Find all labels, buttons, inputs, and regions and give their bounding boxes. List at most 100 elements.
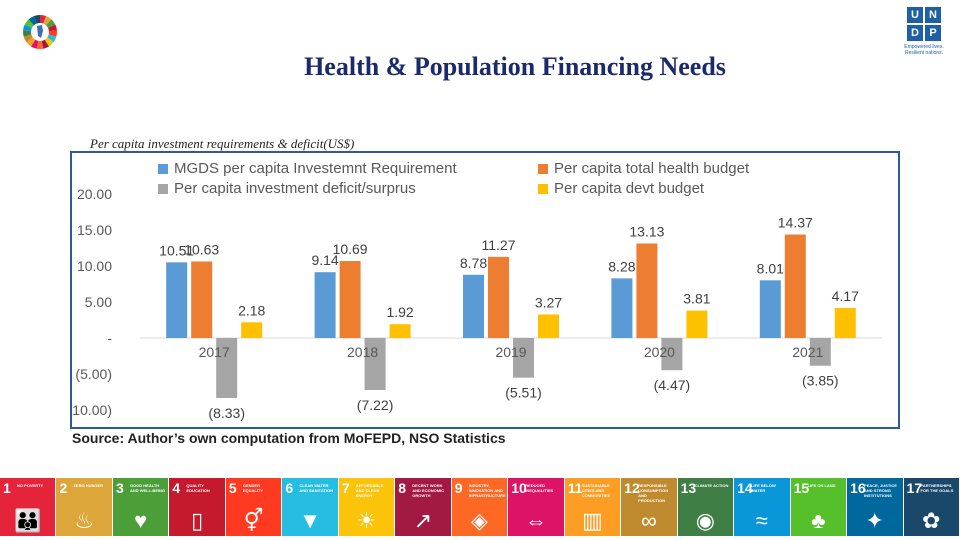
sdg-number: 5 — [228, 480, 237, 496]
undp-letter: N — [925, 7, 941, 23]
rings-icon: ✿ — [922, 508, 941, 533]
source-text: Author’s own computation from MoFEPD, NS… — [127, 430, 506, 446]
bar — [488, 256, 509, 338]
undp-letter: P — [925, 25, 941, 41]
sdg-tile: 10 REDUCED INEQUALITIES ⇔ — [508, 478, 564, 536]
y-tick-label: - — [107, 330, 112, 346]
data-label: 13.13 — [629, 223, 664, 239]
x-tick-label: 2020 — [644, 344, 675, 360]
sdg-tile: 17 PARTNERSHIPS FOR THE GOALS ✿ — [903, 478, 959, 536]
sdg-label: INDUSTRY, INNOVATION AND INFRASTRUCTURE — [468, 483, 506, 498]
data-label: 8.78 — [460, 255, 487, 271]
bar — [216, 338, 238, 398]
sdg-tile: 6 CLEAN WATER AND SANITATION ▼ — [282, 478, 338, 536]
source-label: Source: — [72, 430, 125, 446]
sdg-tile: 11 SUSTAINABLE CITIES AND COMMUNITIES ▥ — [564, 478, 621, 536]
sdg-number: 2 — [59, 480, 68, 496]
legend-swatch — [538, 164, 548, 174]
heartbeat-icon: ♥ — [134, 508, 148, 533]
y-tick-label: 10.00 — [77, 258, 112, 274]
sdg-number: 12 — [624, 480, 640, 496]
data-label: (4.47) — [654, 377, 691, 393]
sdg-label: LIFE BELOW WATER — [751, 483, 776, 493]
sdg-label: CLIMATE ACTION — [694, 483, 729, 488]
sdg-tile: 4 QUALITY EDUCATION ▯ — [169, 478, 225, 536]
sdg-tile: 3 GOOD HEALTH AND WELL-BEING ♥ — [112, 478, 169, 536]
bar — [538, 314, 559, 338]
undp-logo: U N D P Empowered lives. Resilient natio… — [904, 6, 944, 56]
bowl-icon: ♨ — [74, 508, 95, 533]
bar — [636, 243, 658, 338]
y-tick-label: (10.00) — [72, 402, 112, 418]
sdg-label: CLEAN WATER AND SANITATION — [299, 483, 333, 493]
sdg-number: 4 — [172, 480, 181, 496]
sdg-label: GOOD HEALTH AND WELL-BEING — [129, 483, 166, 493]
cubes-icon: ◈ — [471, 508, 488, 533]
bar — [686, 310, 708, 338]
sdg-number: 3 — [115, 480, 124, 496]
bar — [314, 272, 336, 338]
sdg-label: PEACE, JUSTICE AND STRONG INSTITUTIONS — [864, 483, 897, 498]
data-label: 8.28 — [608, 258, 635, 274]
sdg-number: 11 — [567, 480, 583, 496]
sdg-number: 13 — [680, 480, 697, 496]
y-tick-label: (5.00) — [75, 366, 112, 382]
sdg-number: 9 — [454, 480, 463, 496]
bar — [339, 261, 361, 338]
undp-letter: D — [907, 25, 923, 41]
bar — [191, 261, 213, 338]
data-label: 10.51 — [159, 242, 194, 258]
legend-swatch — [158, 164, 168, 174]
sdg-tile: 7 AFFORDABLE AND CLEAN ENERGY ☀ — [338, 478, 395, 536]
data-label: 3.81 — [683, 291, 710, 307]
sdg-number: 6 — [285, 480, 294, 496]
growth-icon: ↗ — [413, 508, 433, 533]
chart-frame: MGDS per capita Investemnt Requirement Pe… — [70, 151, 900, 429]
equality-icon: ⇔ — [524, 508, 547, 533]
sdg-label: DECENT WORK AND ECONOMIC GROWTH — [412, 483, 445, 498]
bar — [759, 280, 781, 338]
data-label: (7.22) — [357, 397, 394, 413]
x-tick-label: 2019 — [495, 344, 526, 360]
bar — [661, 338, 683, 371]
bar-chart: MGDS per capita Investemnt Requirement Pe… — [72, 160, 882, 421]
gender-icon: ⚥ — [243, 508, 264, 533]
sdg-label: RESPONSIBLE CONSUMPTION AND PRODUCTION — [638, 483, 669, 503]
sdg-number: 10 — [511, 480, 527, 496]
data-label: (8.33) — [208, 405, 245, 421]
chart-subtitle: Per capita investment requirements & def… — [90, 136, 355, 151]
sdg-label: ZERO HUNGER — [73, 483, 104, 488]
sdg-number: 15 — [793, 480, 810, 496]
sdg-tile: 2 ZERO HUNGER ♨ — [56, 478, 112, 536]
sdg-number: 14 — [737, 480, 753, 496]
sdg-label: LIFE ON LAND — [807, 483, 836, 488]
sdg-tile: 15 LIFE ON LAND ♣ — [790, 478, 847, 536]
book-icon: ▯ — [191, 508, 204, 533]
bar — [809, 338, 831, 366]
bar — [513, 338, 534, 378]
legend-label: Per capita investment deficit/surprus — [174, 180, 416, 197]
data-label: 4.17 — [832, 288, 859, 304]
fish-icon: ≈ — [755, 508, 768, 533]
sdg-label: SUSTAINABLE CITIES AND COMMUNITIES — [581, 483, 611, 498]
infinity-icon: ∞ — [641, 508, 657, 533]
data-label: 3.27 — [535, 294, 562, 310]
data-label: 2.18 — [238, 302, 265, 318]
bar — [389, 324, 411, 338]
undp-tagline: Empowered lives. Resilient nations. — [904, 44, 944, 56]
sdg-label: PARTNERSHIPS FOR THE GOALS — [920, 483, 954, 493]
sdg-tile: 8 DECENT WORK AND ECONOMIC GROWTH ↗ — [395, 478, 451, 536]
dove-icon: ✦ — [865, 508, 884, 533]
x-tick-label: 2021 — [792, 344, 823, 360]
data-label: 9.14 — [311, 252, 338, 268]
sdg-tile: 1 NO POVERTY 👪 — [0, 478, 56, 536]
y-tick-label: 20.00 — [77, 186, 112, 202]
sun-icon: ☀ — [356, 508, 377, 533]
y-tick-label: 5.00 — [85, 294, 112, 310]
legend-label: MGDS per capita Investemnt Requirement — [174, 160, 457, 177]
bar — [834, 307, 856, 338]
data-label: 11.27 — [482, 237, 516, 253]
sdg-tile: 13 CLIMATE ACTION ◉ — [677, 478, 734, 536]
sdg-number: 1 — [3, 480, 11, 496]
legend-label: Per capita total health budget — [554, 160, 750, 177]
